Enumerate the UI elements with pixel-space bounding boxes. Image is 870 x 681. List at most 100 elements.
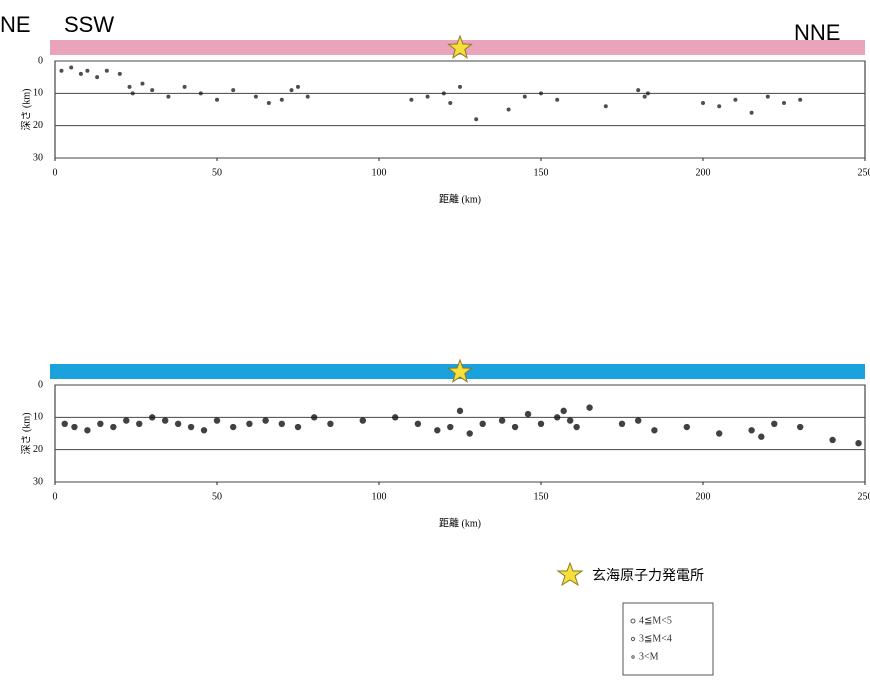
hypocenter [643,95,647,99]
hypocenter [79,72,83,76]
x-tick-label: 0 [53,491,58,502]
hypocenter [59,69,63,73]
plot-frame [55,385,865,482]
legend-label: 玄海原子力発電所 [592,567,704,584]
hypocenter [150,88,154,92]
hypocenter [758,434,764,440]
y-axis-label: 深さ (km) [20,413,32,455]
hypocenter [311,414,317,420]
corner-label: SSW [64,12,114,37]
legend-label: 3≦M<4 [639,633,672,644]
hypocenter [538,421,544,427]
hypocenter [604,104,608,108]
hypocenter [71,424,77,430]
legend-label: 3<M [639,651,659,662]
hypocenter [586,404,592,410]
hypocenter [69,65,73,69]
x-tick-label: 100 [372,167,387,178]
y-tick-label: 10 [33,412,43,423]
hypocenter [512,424,518,430]
x-tick-label: 250 [858,167,870,178]
hypocenter [555,98,559,102]
hypocenter [474,117,478,121]
y-tick-label: 0 [38,379,43,390]
hypocenter [105,69,109,73]
hypocenter [539,91,543,95]
hypocenter [110,424,116,430]
hypocenter [525,411,531,417]
x-tick-label: 200 [696,167,711,178]
hypocenter [360,417,366,423]
hypocenter [231,88,235,92]
hypocenter [447,424,453,430]
hypocenter [829,437,835,443]
hypocenter [280,98,284,102]
y-tick-label: 10 [33,88,43,99]
hypocenter [162,417,168,423]
hypocenter [855,440,861,446]
hypocenter [523,95,527,99]
y-tick-label: 30 [33,476,43,487]
legend-star [558,563,582,585]
legend-symbol [632,656,634,658]
hypocenter [214,417,220,423]
hypocenter [188,424,194,430]
x-tick-label: 150 [534,167,549,178]
corner-label: NE [0,12,31,37]
hypocenter [230,424,236,430]
hypocenter [175,421,181,427]
hypocenter [118,72,122,76]
hypocenter [267,101,271,105]
hypocenter [701,101,705,105]
hypocenter [183,85,187,89]
hypocenter [199,91,203,95]
y-tick-label: 20 [33,120,43,131]
hypocenter [619,421,625,427]
legend-label: 4≦M<5 [639,615,672,626]
y-tick-label: 0 [38,55,43,66]
hypocenter [748,427,754,433]
hypocenter [457,408,463,414]
hypocenter [507,108,511,112]
hypocenter [442,91,446,95]
hypocenter [246,421,252,427]
hypocenter [467,430,473,436]
hypocenter [573,424,579,430]
x-tick-label: 100 [372,491,387,502]
hypocenter [646,91,650,95]
hypocenter [733,98,737,102]
x-tick-label: 50 [212,491,222,502]
y-tick-label: 20 [33,444,43,455]
hypocenter [798,98,802,102]
hypocenter [782,101,786,105]
hypocenter [215,98,219,102]
hypocenter [392,414,398,420]
legend-symbol [631,637,634,640]
hypocenter [123,417,129,423]
hypocenter [415,421,421,427]
hypocenter [554,414,560,420]
hypocenter [136,421,142,427]
hypocenter [140,82,144,86]
hypocenter [635,417,641,423]
hypocenter [766,95,770,99]
hypocenter [684,424,690,430]
hypocenter [567,417,573,423]
hypocenter [131,91,135,95]
hypocenter [62,421,68,427]
x-tick-label: 0 [53,167,58,178]
hypocenter [499,417,505,423]
hypocenter [716,430,722,436]
hypocenter [279,421,285,427]
hypocenter [166,95,170,99]
hypocenter [290,88,294,92]
hypocenter [426,95,430,99]
y-tick-label: 30 [33,152,43,163]
hypocenter [306,95,310,99]
hypocenter [295,424,301,430]
hypocenter [254,95,258,99]
hypocenter [128,85,132,89]
x-tick-label: 200 [696,491,711,502]
y-axis-label: 深さ (km) [20,89,32,131]
